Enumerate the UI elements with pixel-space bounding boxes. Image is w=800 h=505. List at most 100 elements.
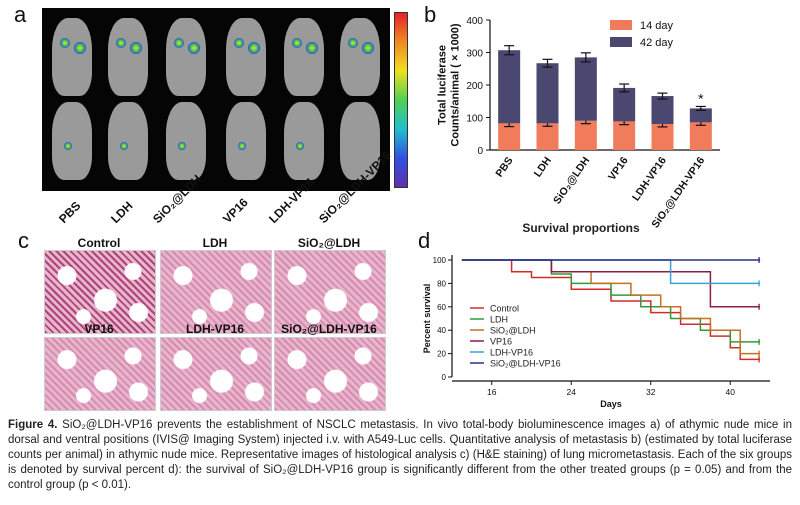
y-tick-label: 0 bbox=[477, 146, 483, 157]
y-axis-label: Total luciferaseCounts/animal ( × 1000) bbox=[437, 23, 462, 147]
luminescence-signal bbox=[74, 42, 86, 54]
mouse-image bbox=[284, 102, 324, 180]
x-tick-label: PBS bbox=[493, 155, 515, 180]
caption-text: SiO₂@LDH-VP16 prevents the establishment… bbox=[8, 419, 792, 491]
legend-label: SiO₂@LDH bbox=[490, 326, 536, 336]
luminescence-signal bbox=[306, 42, 318, 54]
histology-title: SiO₂@LDH-VP16 bbox=[281, 322, 377, 336]
mouse-image bbox=[340, 18, 380, 96]
bar-42-day bbox=[613, 87, 636, 122]
luciferase-bar-chart: 0 100 200 300 400 Total luciferaseCounts/anim… bbox=[437, 16, 720, 230]
mouse-image bbox=[108, 18, 148, 96]
bar-14-day bbox=[651, 124, 674, 150]
legend-label: SiO₂@LDH-VP16 bbox=[490, 359, 561, 369]
luminescence-signal bbox=[60, 38, 70, 48]
x-tick-label: LDH bbox=[532, 155, 554, 180]
x-tick-label: 16 bbox=[487, 387, 497, 397]
panel-d-letter: d bbox=[418, 228, 431, 253]
bar-42-day bbox=[574, 57, 597, 121]
panel-a-letter: a bbox=[14, 2, 27, 27]
mouse-image bbox=[226, 102, 266, 180]
y-axis-label: Percent survival bbox=[422, 284, 432, 354]
bar-14-day bbox=[498, 123, 521, 150]
panel-b-letter: b bbox=[424, 2, 437, 27]
mouse-image bbox=[166, 18, 206, 96]
bioluminescence-image bbox=[42, 8, 390, 191]
bar-14-day bbox=[613, 121, 636, 150]
mouse-image bbox=[52, 102, 92, 180]
mouse-image bbox=[166, 102, 206, 180]
legend-label: Control bbox=[490, 304, 519, 314]
significance-star: * bbox=[698, 90, 704, 106]
histology-image bbox=[160, 337, 272, 411]
group-label: VP16 bbox=[220, 195, 251, 226]
luminescence-signal bbox=[120, 142, 128, 150]
mouse-image bbox=[340, 102, 380, 180]
group-label: LDH bbox=[108, 198, 136, 226]
x-tick-label: LDH-VP16 bbox=[630, 155, 669, 204]
mouse-image bbox=[108, 102, 148, 180]
chart-title: Survival proportions bbox=[522, 221, 640, 235]
luminescence-signal bbox=[362, 42, 374, 54]
survival-chart: Survival proportions 0 20 40 60 80 100 16 24 32 40… bbox=[422, 221, 770, 409]
figure-caption: Figure 4. SiO₂@LDH-VP16 prevents the est… bbox=[8, 418, 792, 493]
bar-14-day bbox=[689, 122, 712, 150]
x-tick-label: 24 bbox=[567, 387, 577, 397]
y-tick-label: 300 bbox=[466, 49, 483, 60]
y-tick-label: 40 bbox=[437, 326, 446, 335]
histology-image bbox=[44, 337, 156, 411]
legend-label: LDH bbox=[490, 315, 508, 325]
histology-image bbox=[274, 337, 386, 411]
bar-42-day bbox=[651, 96, 674, 124]
y-tick-label: 20 bbox=[437, 350, 446, 359]
y-tick-label: 0 bbox=[442, 373, 447, 382]
y-tick-label: 100 bbox=[466, 114, 483, 125]
x-tick-label: 32 bbox=[646, 387, 656, 397]
group-label: PBS bbox=[56, 198, 84, 226]
x-axis-label: Days bbox=[600, 399, 622, 409]
histology-image bbox=[44, 250, 156, 334]
histology-image bbox=[274, 250, 386, 334]
bar-14-day bbox=[574, 120, 597, 150]
histology-image bbox=[160, 250, 272, 334]
luminescence-signal bbox=[238, 142, 246, 150]
bar-14-day bbox=[536, 123, 559, 150]
bar-42-day bbox=[498, 50, 521, 124]
y-tick-label: 80 bbox=[437, 279, 446, 288]
histology-title: Control bbox=[77, 236, 121, 250]
caption-figure-label: Figure 4. bbox=[8, 419, 58, 431]
luminescence-signal bbox=[292, 38, 302, 48]
luminescence-signal bbox=[116, 38, 126, 48]
panel-c-letter: c bbox=[18, 228, 29, 253]
mouse-image bbox=[226, 18, 266, 96]
luminescence-signal bbox=[348, 38, 358, 48]
mouse-image bbox=[52, 18, 92, 96]
legend-label: VP16 bbox=[490, 337, 512, 347]
x-tick-label: 40 bbox=[726, 387, 736, 397]
y-tick-label: 100 bbox=[433, 256, 447, 265]
luminescence-signal bbox=[296, 142, 304, 150]
legend-label: 42 day bbox=[640, 37, 674, 49]
luminescence-signal bbox=[188, 42, 200, 54]
legend-swatch bbox=[610, 20, 632, 30]
bar-42-day bbox=[536, 63, 559, 124]
histology-title: SiO₂@LDH bbox=[297, 236, 361, 250]
luminescence-signal bbox=[234, 38, 244, 48]
histology-title: LDH-VP16 bbox=[185, 322, 244, 336]
color-scale-bar bbox=[394, 12, 408, 188]
histology-title: LDH bbox=[202, 236, 228, 250]
luminescence-signal bbox=[248, 42, 260, 54]
luminescence-signal bbox=[178, 142, 186, 150]
bar-42-day bbox=[689, 108, 712, 123]
mouse-image bbox=[284, 18, 324, 96]
legend-swatch bbox=[610, 37, 632, 47]
x-tick-label: SiO₂@LDH bbox=[551, 155, 592, 207]
legend-label: LDH-VP16 bbox=[490, 348, 533, 358]
x-tick-label: VP16 bbox=[606, 155, 631, 183]
luminescence-signal bbox=[130, 42, 142, 54]
y-tick-label: 60 bbox=[437, 303, 446, 312]
luminescence-signal bbox=[174, 38, 184, 48]
y-tick-label: 200 bbox=[466, 81, 483, 92]
luminescence-signal bbox=[64, 142, 72, 150]
y-tick-label: 400 bbox=[466, 16, 483, 27]
